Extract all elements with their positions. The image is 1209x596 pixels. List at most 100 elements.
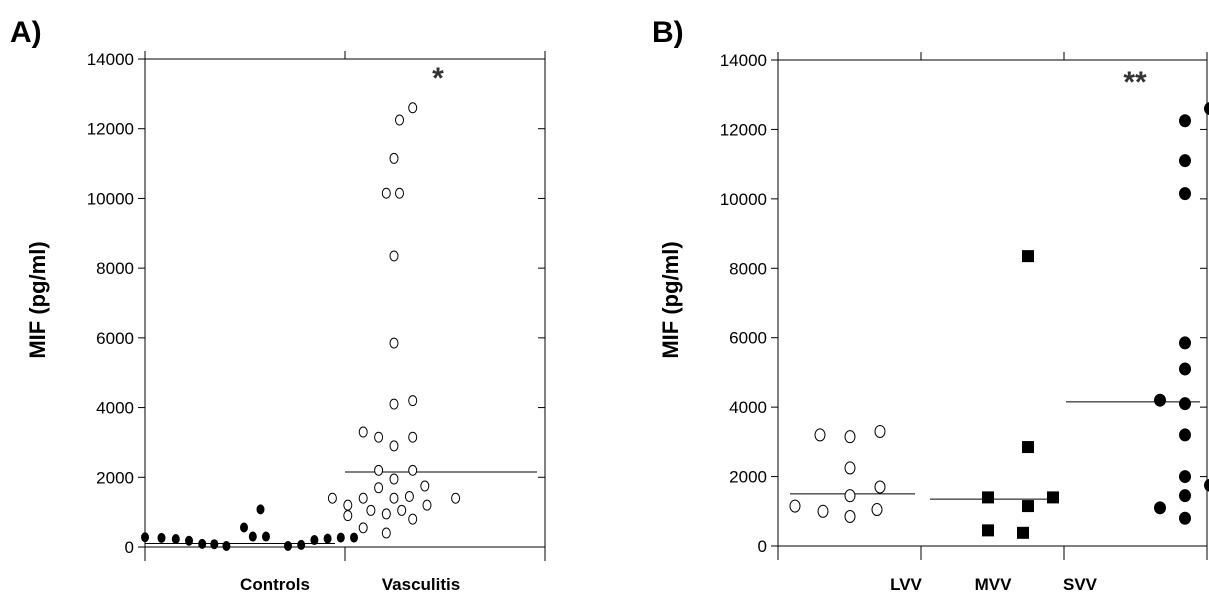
data-point: [1179, 114, 1191, 128]
data-point: [982, 491, 994, 504]
data-point: [327, 492, 337, 504]
y-tick-label: 8000: [96, 259, 134, 278]
data-point: [389, 473, 399, 485]
category-label: SVV: [1063, 575, 1098, 594]
category-label: MVV: [975, 575, 1013, 594]
data-point: [389, 398, 399, 410]
data-point: [422, 499, 432, 511]
data-point: [408, 431, 418, 443]
y-tick-label: 4000: [729, 398, 767, 417]
data-point: [451, 492, 461, 504]
data-point: [408, 513, 418, 525]
data-point: [874, 480, 886, 494]
category-label: LVV: [890, 575, 922, 594]
data-point: [1154, 501, 1166, 515]
data-point: [814, 428, 826, 442]
data-point: [1179, 428, 1191, 442]
data-point: [358, 522, 368, 534]
data-point: [343, 510, 353, 522]
data-point: [1204, 478, 1209, 492]
data-point: [1179, 362, 1191, 376]
data-point: [374, 464, 384, 476]
data-point: [844, 509, 856, 523]
y-tick-label: 2000: [729, 468, 767, 487]
data-point: [343, 499, 353, 511]
y-tick-label: 10000: [720, 190, 767, 209]
data-point: [1179, 397, 1191, 411]
data-point: [389, 492, 399, 504]
data-point: [389, 152, 399, 164]
y-tick-label: 12000: [720, 120, 767, 139]
data-point: [374, 482, 384, 494]
y-tick-label: 0: [758, 537, 767, 556]
data-point: [789, 499, 801, 513]
data-point: [1179, 470, 1191, 484]
y-tick-label: 10000: [87, 189, 134, 208]
data-point: [171, 533, 180, 544]
data-point: [297, 539, 306, 550]
data-point: [374, 431, 384, 443]
data-point: [408, 464, 418, 476]
data-point: [1179, 489, 1191, 503]
y-tick-label: 6000: [96, 329, 134, 348]
data-point: [1017, 526, 1029, 539]
data-point: [389, 440, 399, 452]
data-point: [381, 508, 391, 520]
data-point: [1022, 441, 1034, 454]
data-point: [844, 461, 856, 475]
plot-frame: [144, 58, 546, 548]
significance-annotation: *: [432, 62, 444, 95]
data-point: [381, 187, 391, 199]
data-point: [395, 187, 404, 199]
data-point: [358, 426, 368, 438]
y-tick-label: 4000: [96, 399, 134, 418]
data-point: [1204, 102, 1209, 116]
y-tick-label: 0: [125, 538, 134, 557]
data-point: [817, 504, 829, 518]
data-point: [198, 538, 207, 549]
plot-frame: [777, 59, 1208, 547]
panel-label: A): [10, 16, 42, 49]
data-point: [408, 395, 418, 407]
data-point: [874, 424, 886, 438]
y-tick-label: 12000: [87, 120, 134, 139]
data-point: [358, 492, 368, 504]
data-point: [284, 540, 292, 551]
y-axis-title: MIF (pg/ml): [658, 241, 683, 358]
data-point: [310, 535, 319, 546]
data-point: [248, 531, 257, 542]
data-point: [157, 532, 166, 543]
y-tick-label: 8000: [729, 259, 767, 278]
y-tick-label: 14000: [720, 51, 767, 70]
data-point: [397, 504, 407, 516]
data-point: [210, 539, 219, 550]
data-point: [982, 524, 994, 537]
data-point: [1154, 393, 1166, 407]
data-point: [871, 503, 883, 517]
data-point: [420, 480, 430, 492]
data-point: [256, 504, 265, 515]
data-point: [240, 522, 248, 533]
data-point: [389, 250, 399, 262]
y-tick-label: 2000: [96, 468, 134, 487]
data-point: [366, 504, 376, 516]
data-point: [844, 430, 856, 444]
data-point: [1047, 491, 1059, 504]
data-point: [1179, 511, 1191, 525]
data-point: [395, 114, 404, 126]
y-axis-title: MIF (pg/ml): [25, 241, 50, 358]
significance-annotation: **: [1123, 66, 1147, 99]
data-point: [1179, 336, 1191, 350]
data-point: [381, 527, 391, 539]
y-tick-label: 14000: [87, 50, 134, 69]
data-point: [404, 490, 414, 502]
data-point: [389, 337, 399, 349]
data-point: [141, 532, 149, 543]
category-label: Controls: [240, 575, 310, 594]
data-point: [222, 540, 231, 551]
category-label: Vasculitis: [382, 575, 460, 594]
data-point: [336, 532, 345, 543]
data-point: [1022, 250, 1034, 263]
data-point: [185, 535, 193, 546]
